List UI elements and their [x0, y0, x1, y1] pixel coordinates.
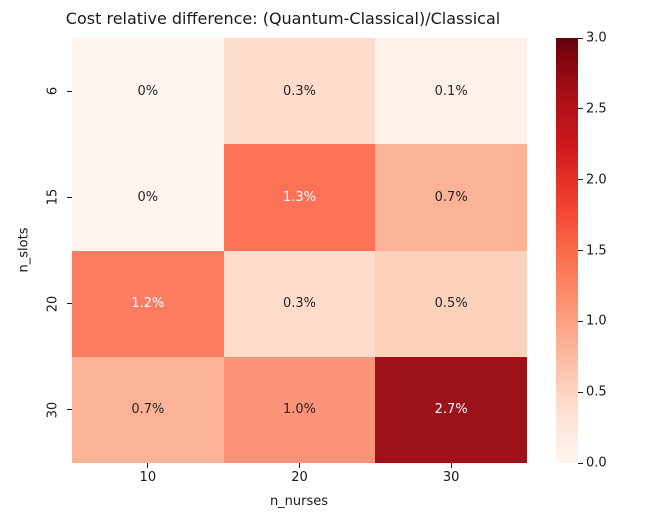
cell-value-label: 0.5%	[434, 296, 468, 312]
cell-value-label: 0.7%	[434, 189, 468, 205]
cell-value-label: 0.7%	[131, 402, 165, 418]
colorbar	[556, 38, 578, 463]
colorbar-tick-mark	[578, 37, 583, 39]
colorbar-tick-label: 0.5	[586, 384, 607, 400]
cell-value-label: 1.2%	[131, 296, 165, 312]
heatmap-cell: 0.1%	[375, 38, 527, 145]
x-tick-label: 30	[442, 470, 460, 485]
cell-value-label: 2.7%	[434, 402, 468, 418]
x-tick-mark	[450, 463, 452, 468]
heatmap-cell: 0.5%	[375, 250, 527, 357]
colorbar-tick-mark	[578, 391, 583, 393]
heatmap-cell: 1.0%	[223, 356, 376, 463]
x-tick-label: 10	[139, 470, 157, 485]
colorbar-tick-mark	[578, 250, 583, 251]
colorbar-tick-label: 0.0	[586, 455, 607, 471]
colorbar-tick-mark	[578, 320, 583, 322]
colorbar-tick-label: 2.5	[586, 101, 607, 117]
cell-value-label: 0%	[137, 83, 159, 99]
y-axis-label: n_slots	[16, 227, 32, 273]
cell-value-label: 0.3%	[282, 296, 316, 312]
heatmap-cell: 0.7%	[375, 144, 527, 251]
x-tick-label: 20	[291, 470, 308, 485]
colorbar-tick-label: 1.0	[586, 313, 607, 329]
heatmap-cell: 1.3%	[223, 144, 376, 251]
heatmap-cell: 1.2%	[72, 250, 224, 357]
cell-value-label: 1.3%	[282, 189, 316, 205]
y-tick-label: 6	[45, 86, 61, 96]
y-tick-label: 20	[45, 295, 61, 312]
colorbar-tick-mark	[578, 462, 583, 464]
x-axis-label: n_nurses	[269, 494, 329, 509]
chart-title: Cost relative difference: (Quantum-Class…	[65, 9, 501, 28]
heatmap-cell: 0.3%	[223, 250, 376, 357]
cell-value-label: 1.0%	[282, 402, 316, 418]
y-tick-mark	[67, 409, 72, 411]
colorbar-tick-label: 3.0	[586, 30, 607, 46]
y-tick-label: 15	[45, 189, 61, 206]
x-tick-mark	[147, 463, 149, 468]
colorbar-tick-mark	[578, 108, 583, 110]
colorbar-tick-label: 2.0	[586, 172, 607, 188]
y-tick-mark	[67, 303, 72, 305]
heatmap-cell: 0.3%	[223, 38, 376, 145]
cell-value-label: 0%	[137, 189, 159, 205]
heatmap-cell: 2.7%	[375, 356, 527, 463]
heatmap-cell: 0%	[72, 144, 224, 251]
y-tick-mark	[67, 90, 72, 92]
colorbar-tick-mark	[578, 179, 583, 181]
y-tick-mark	[67, 196, 72, 198]
cell-value-label: 0.1%	[434, 83, 468, 99]
x-tick-mark	[299, 463, 300, 468]
heatmap-grid: 0% 0.3% 0.1% 0% 1.3% 0.7% 1.2% 0.3% 0.5% 0.7% 1.0%…	[72, 38, 527, 463]
heatmap-cell: 0.7%	[72, 356, 224, 463]
cell-value-label: 0.3%	[282, 83, 316, 99]
heatmap-cell: 0%	[72, 38, 224, 145]
colorbar-tick-label: 1.5	[586, 243, 607, 258]
y-tick-label: 30	[45, 401, 61, 419]
